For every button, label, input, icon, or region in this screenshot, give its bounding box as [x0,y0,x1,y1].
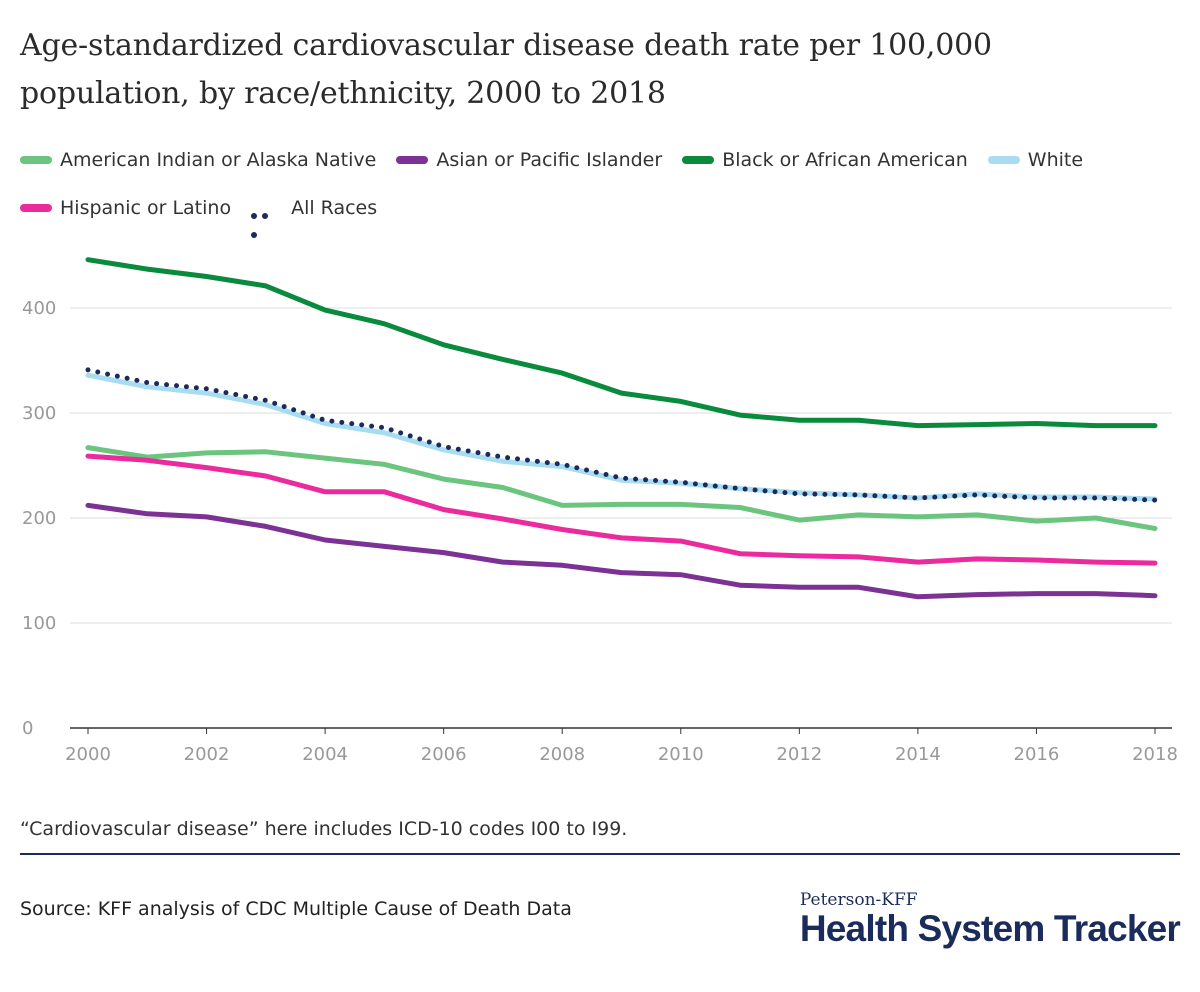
x-tick-label: 2012 [776,744,822,765]
x-tick-label: 2014 [895,744,941,765]
y-tick-label: 0 [22,718,33,739]
legend: American Indian or Alaska Native Asian o… [20,136,1190,238]
y-tick-label: 100 [22,613,56,634]
legend-swatch-all-races [251,204,283,238]
legend-swatch-black [682,156,715,164]
x-tick-label: 2018 [1132,744,1178,765]
legend-label-white: White [1027,149,1084,171]
legend-label-black: Black or African American [722,149,968,171]
line-chart: 0 100 200 300 400 2000 2002 2004 2006 2008 2010 201… [22,257,1178,765]
chart-note: “Cardiovascular disease” here includes I… [20,818,628,840]
legend-item-all-races[interactable]: All Races [251,197,378,238]
legend-label-all-races: All Races [291,197,378,219]
legend-item-asian[interactable]: Asian or Pacific Islander [396,149,662,171]
legend-item-hispanic[interactable]: Hispanic or Latino [20,197,231,219]
series-line-american-indian-or-alaska-native [85,445,1158,531]
y-tick-label: 400 [22,298,56,319]
legend-row-1: American Indian or Alaska Native Asian o… [20,136,1190,184]
y-tick-label: 300 [22,403,56,424]
series-line-asian-or-pacific-islander [85,502,1158,600]
legend-swatch-asian [396,156,429,164]
series-line-hispanic-or-latino [85,453,1158,566]
legend-swatch-hispanic [20,204,52,212]
x-tick-label: 2002 [184,744,230,765]
x-tick-label: 2008 [539,744,585,765]
brand-name-large: Health System Tracker [799,908,1181,949]
series-line-black-or-african-american [85,257,1158,429]
legend-swatch-white [987,156,1020,164]
brand-name-small: Peterson-KFF [799,890,918,910]
brand-logo: Peterson-KFF Health System Tracker [799,890,1181,950]
legend-label-asian: Asian or Pacific Islander [436,149,663,171]
legend-item-white[interactable]: White [987,149,1084,171]
source-note: Source: KFF analysis of CDC Multiple Cau… [20,898,572,920]
y-tick-label: 200 [22,508,56,529]
legend-label-american-indian: American Indian or Alaska Native [60,149,377,171]
x-tick-label: 2006 [421,744,467,765]
legend-item-american-indian[interactable]: American Indian or Alaska Native [20,149,376,171]
series-line-white [85,372,1158,502]
divider [20,853,1180,855]
x-tick-label: 2010 [658,744,704,765]
x-tick-label: 2016 [1014,744,1060,765]
legend-item-black[interactable]: Black or African American [682,149,968,171]
chart-title: Age-standardized cardiovascular disease … [20,28,992,111]
legend-swatch-american-indian [20,156,52,164]
x-tick-label: 2004 [302,744,348,765]
series-line-all-races [85,367,1158,503]
legend-row-2: Hispanic or Latino All Races [20,184,1190,238]
legend-label-hispanic: Hispanic or Latino [60,197,232,219]
x-tick-label: 2000 [65,744,111,765]
